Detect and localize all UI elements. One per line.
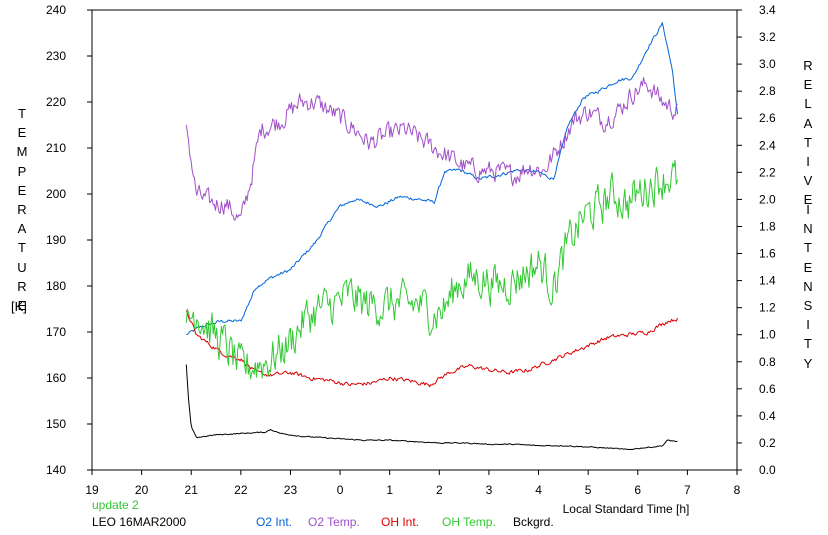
station-date-label: LEO 16MAR2000 (92, 515, 187, 529)
axis-label-letter: N (803, 278, 813, 294)
left-axis-unit: [K] (11, 299, 27, 314)
right-tick-label: 0.4 (759, 409, 776, 423)
axis-label-letter: E (17, 125, 27, 141)
axis-label-letter: S (803, 297, 813, 313)
plot-area (91, 9, 738, 471)
legend-item-bckgrd: Bckgrd. (513, 515, 554, 529)
left-tick-label: 160 (46, 371, 66, 385)
axis-label-letter: T (804, 134, 812, 150)
x-tick-label: 1 (386, 483, 393, 497)
axis-label-letter: E (803, 259, 813, 275)
axis-label-letter: E (17, 182, 27, 198)
series-layer (185, 22, 678, 450)
x-tick-label: 23 (284, 483, 298, 497)
axis-label-letter: R (17, 201, 27, 217)
right-tick-label: 1.8 (759, 219, 776, 233)
left-tick-label: 220 (46, 95, 66, 109)
left-tick-label: 180 (46, 279, 66, 293)
x-axis-label: Local Standard Time [h] (563, 502, 690, 516)
left-tick-label: 170 (46, 325, 66, 339)
x-tick-label: 6 (634, 483, 641, 497)
series-line-o2temp (185, 77, 678, 221)
x-tick-label: 22 (234, 483, 248, 497)
x-tick-label: 2 (436, 483, 443, 497)
axis-label-letter: U (17, 259, 27, 275)
axis-label-letter: A (17, 221, 27, 237)
axis-label-letter: I (806, 202, 810, 217)
x-tick-label: 19 (85, 483, 99, 497)
right-tick-label: 2.8 (759, 84, 776, 98)
legend-item-o2temp: O2 Temp. (308, 515, 360, 529)
right-tick-label: 2.6 (759, 111, 776, 125)
right-tick-label: 1.2 (759, 301, 776, 315)
axis-label-letter: N (803, 221, 813, 237)
axis-label-letter: T (804, 336, 812, 352)
right-tick-label: 0.0 (759, 463, 776, 477)
left-tick-label: 200 (46, 187, 66, 201)
x-tick-label: 0 (337, 483, 344, 497)
axis-label-letter: E (17, 297, 27, 313)
series-line-o2int (186, 22, 678, 336)
axis-label-letter: T (18, 106, 26, 121)
legend-item-ohtemp: OH Temp. (442, 515, 496, 529)
x-tick-label: 20 (135, 483, 149, 497)
axis-label-letter: M (16, 144, 28, 160)
axis-label-letter: I (806, 317, 810, 333)
left-tick-label: 230 (46, 49, 66, 63)
left-tick-label: 210 (46, 141, 66, 155)
axis-label-letter: E (803, 192, 813, 208)
left-tick-label: 240 (46, 3, 66, 17)
axis-label-letter: T (18, 240, 26, 256)
right-tick-label: 0.6 (759, 382, 776, 396)
right-tick-label: 3.4 (759, 3, 776, 17)
left-tick-label: 150 (46, 417, 66, 431)
legend-item-o2int: O2 Int. (256, 515, 293, 529)
right-tick-label: 1.6 (759, 247, 776, 261)
update-label: update 2 (92, 498, 139, 512)
series-line-bckgrd (185, 364, 678, 450)
left-tick-label: 140 (46, 463, 66, 477)
legend-item-ohint: OH Int. (381, 515, 420, 529)
left-tick-label: 190 (46, 233, 66, 247)
x-tick-label: 7 (684, 483, 691, 497)
axis-label-letter: A (803, 115, 813, 131)
left-axis-ticks: 140 150 160 170 180 190 200 210 220 230 240 (46, 3, 92, 477)
axis-label-letter: R (17, 278, 27, 294)
right-tick-label: 2.0 (759, 192, 776, 206)
axis-label-letter: V (803, 173, 813, 189)
series-line-ohtemp (185, 159, 678, 380)
axis-label-letter: R (803, 58, 813, 73)
x-tick-label: 8 (734, 483, 741, 497)
right-tick-label: 0.2 (759, 436, 776, 450)
x-tick-label: 21 (185, 483, 199, 497)
axis-label-letter: E (803, 77, 813, 93)
right-tick-label: 2.4 (759, 138, 776, 152)
axis-label-letter: Y (803, 355, 813, 371)
right-tick-label: 1.0 (759, 328, 776, 342)
right-tick-label: 3.0 (759, 57, 776, 71)
axis-label-letter: T (804, 240, 812, 256)
right-tick-label: 3.2 (759, 30, 776, 44)
x-tick-label: 5 (585, 483, 592, 497)
axis-label-letter: I (806, 153, 810, 169)
right-axis-ticks: 0.0 0.2 0.4 0.6 0.8 1.0 1.2 1.4 1.6 1.8 2.0 2.2 2.4 2… (737, 3, 776, 477)
right-tick-label: 0.8 (759, 355, 776, 369)
x-tick-label: 3 (486, 483, 493, 497)
axis-label-letter: P (17, 163, 27, 179)
x-tick-label: 4 (535, 483, 542, 497)
right-tick-label: 2.2 (759, 165, 776, 179)
x-axis-ticks: 19 20 21 22 23 0 1 2 3 4 5 6 7 8 (85, 470, 741, 497)
right-tick-label: 1.4 (759, 274, 776, 288)
axis-label-letter: L (804, 96, 812, 112)
